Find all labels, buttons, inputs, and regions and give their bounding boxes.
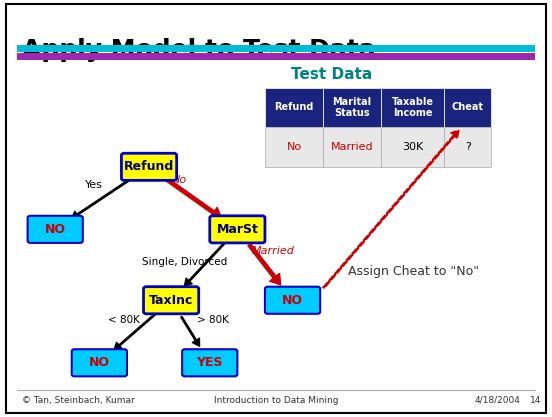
Text: Apply Model to Test Data: Apply Model to Test Data [22, 38, 376, 62]
Text: Single, Divorced: Single, Divorced [142, 257, 227, 267]
FancyArrowPatch shape [248, 244, 280, 285]
Bar [444, 88, 491, 127]
Bar [265, 127, 323, 167]
FancyArrowPatch shape [184, 243, 225, 286]
FancyArrowPatch shape [164, 177, 221, 218]
Text: Married: Married [252, 246, 295, 256]
Text: < 80K: < 80K [108, 315, 140, 325]
Text: NO: NO [45, 223, 66, 236]
Text: YES: YES [197, 356, 223, 369]
Text: Introduction to Data Mining: Introduction to Data Mining [214, 396, 338, 405]
FancyArrowPatch shape [71, 177, 133, 219]
Text: Taxable
Income: Taxable Income [391, 97, 434, 118]
FancyBboxPatch shape [28, 216, 83, 243]
Bar [444, 127, 491, 167]
Text: No: No [286, 142, 301, 152]
FancyArrowPatch shape [114, 312, 157, 350]
Bar [265, 88, 323, 127]
FancyBboxPatch shape [265, 287, 320, 314]
Text: Married: Married [331, 142, 373, 152]
Text: No: No [172, 176, 187, 186]
FancyArrowPatch shape [323, 131, 459, 288]
FancyBboxPatch shape [144, 287, 199, 314]
FancyBboxPatch shape [210, 216, 265, 243]
Bar [17, 45, 535, 52]
Bar [381, 127, 444, 167]
Text: > 80K: > 80K [197, 315, 229, 325]
Bar [323, 88, 381, 127]
Text: TaxInc: TaxInc [149, 294, 193, 307]
Text: Assign Cheat to "No": Assign Cheat to "No" [348, 264, 480, 278]
Text: Refund: Refund [124, 160, 174, 173]
Bar [17, 53, 535, 60]
Text: 14: 14 [530, 396, 542, 405]
Text: Test Data: Test Data [290, 67, 372, 82]
Text: 30K: 30K [402, 142, 423, 152]
FancyArrowPatch shape [181, 317, 199, 346]
Text: Cheat: Cheat [452, 103, 484, 112]
Bar [381, 88, 444, 127]
Text: Refund: Refund [274, 103, 314, 112]
Text: © Tan, Steinbach, Kumar: © Tan, Steinbach, Kumar [22, 396, 135, 405]
Text: Yes: Yes [85, 180, 103, 190]
Text: NO: NO [89, 356, 110, 369]
FancyBboxPatch shape [182, 349, 237, 376]
FancyBboxPatch shape [121, 153, 177, 180]
Text: ?: ? [465, 142, 471, 152]
FancyBboxPatch shape [72, 349, 127, 376]
Text: MarSt: MarSt [216, 223, 258, 236]
Bar [323, 127, 381, 167]
Text: NO: NO [282, 294, 303, 307]
Text: 4/18/2004: 4/18/2004 [475, 396, 521, 405]
Text: Marital
Status: Marital Status [332, 97, 371, 118]
